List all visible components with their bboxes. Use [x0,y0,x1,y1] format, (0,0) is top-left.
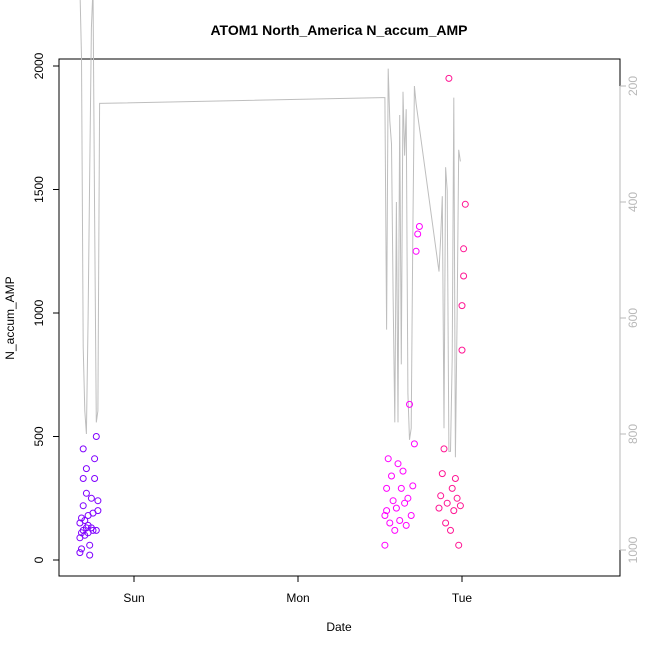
data-point [86,551,94,559]
data-point [91,475,99,482]
chart-title: ATOM1 North_America N_accum_AMP [210,22,467,38]
data-point [458,302,466,310]
data-point [402,521,410,529]
data-point [389,497,397,505]
data-point [82,489,90,497]
x-axis-label: Date [326,620,352,634]
data-point [76,549,84,557]
data-point [455,541,463,549]
y-tick-label: 1500 [32,176,46,203]
data-point [381,541,389,549]
data-point [92,433,100,440]
data-point [453,494,461,502]
secondary-line [79,0,461,458]
y2-tick-label: 400 [626,192,640,212]
x-tick-label: Mon [286,591,309,605]
y-tick-label: 1000 [32,299,46,326]
y-axis-right: 200 400 600 800 1000 [619,76,640,563]
y-tick-label: 500 [32,426,46,446]
data-point [458,346,466,354]
data-point [381,512,389,519]
data-point [443,499,451,507]
y-axis: 0 500 1000 1500 2000 [32,52,60,563]
data-point [79,502,87,510]
x-tick-label: Tue [452,591,473,605]
data-point [391,526,399,534]
data-point [81,517,89,524]
data-point [82,465,90,473]
data-point [414,230,422,238]
data-point [392,504,400,512]
data-point [445,74,453,82]
data-point [460,272,468,280]
data-point [451,475,459,482]
data-point [92,526,100,534]
data-point [410,440,418,448]
data-point [435,504,443,512]
y2-tick-label: 1000 [626,536,640,563]
data-point [87,494,95,502]
data-point [456,502,464,510]
plot-frame [58,58,621,577]
data-point [79,475,87,482]
data-point [399,467,407,475]
data-point [438,470,446,478]
x-axis: Sun Mon Tue [123,575,473,605]
data-point [412,247,420,255]
data-point [437,492,445,500]
data-point [409,482,417,490]
data-point [94,507,102,515]
data-point [394,460,402,468]
data-point [450,507,458,515]
data-point [86,541,94,549]
data-point [415,223,423,230]
y-tick-label: 2000 [32,52,46,79]
data-point [388,472,395,480]
data-point [383,507,391,515]
data-point [407,512,415,519]
data-point [78,545,85,553]
data-point [91,455,99,463]
data-point [386,519,394,527]
data-point [440,445,448,453]
data-point [442,519,450,527]
data-point [401,499,409,507]
data-point [89,526,97,534]
y2-tick-label: 800 [626,424,640,444]
data-point [94,497,102,505]
data-point [384,455,392,463]
data-point [406,400,413,408]
data-point [460,245,468,253]
data-point [397,484,405,492]
data-point [404,494,412,502]
y-axis-label: N_accum_AMP [3,276,17,359]
y2-tick-label: 600 [626,308,640,328]
data-point [383,484,391,492]
x-tick-label: Sun [123,591,144,605]
data-point [461,200,469,208]
y-tick-label: 0 [32,556,46,563]
series-line [79,0,461,458]
data-point [448,484,456,492]
y2-tick-label: 200 [626,76,640,96]
data-point [447,526,454,534]
data-point [79,445,87,453]
data-point [396,517,404,524]
scatter-points [76,74,469,559]
